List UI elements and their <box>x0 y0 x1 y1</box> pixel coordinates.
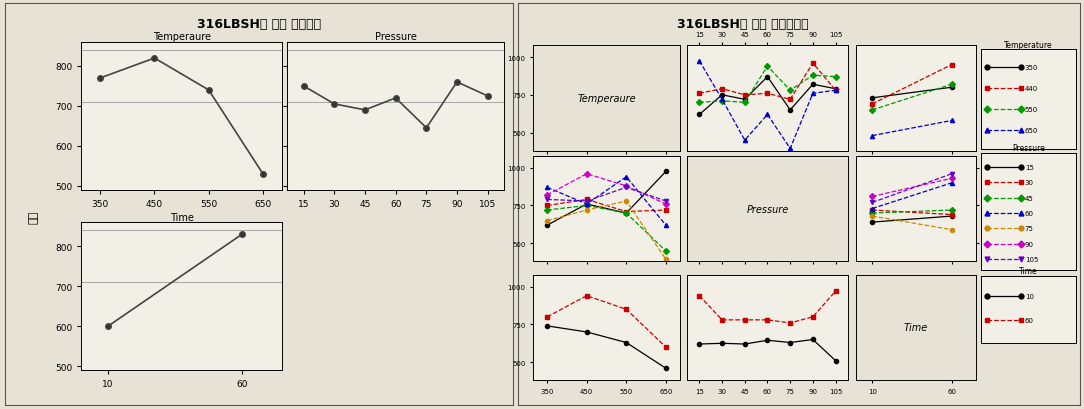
Text: 350: 350 <box>1024 65 1038 71</box>
Text: 30: 30 <box>1024 180 1034 186</box>
Text: 데이터 평균: 데이터 평균 <box>242 44 276 54</box>
Text: 45: 45 <box>1024 195 1034 201</box>
Text: 316LBSH에 대한 주효과도: 316LBSH에 대한 주효과도 <box>197 18 321 31</box>
Text: 440: 440 <box>1024 86 1038 92</box>
Title: Pressure: Pressure <box>1012 144 1045 153</box>
Text: 550: 550 <box>1024 107 1038 113</box>
Title: Pressure: Pressure <box>375 32 416 42</box>
Text: 10: 10 <box>1024 293 1034 299</box>
Text: 75: 75 <box>1024 226 1034 232</box>
Text: 316LBSH에 대한 교호작용도: 316LBSH에 대한 교호작용도 <box>676 18 809 31</box>
Text: 15: 15 <box>1024 164 1034 171</box>
Text: Time: Time <box>904 323 928 333</box>
Title: Temperaure: Temperaure <box>153 32 210 42</box>
Text: 650: 650 <box>1024 128 1038 133</box>
Title: Time: Time <box>169 212 194 222</box>
Text: Pressure: Pressure <box>747 204 788 214</box>
Title: Time: Time <box>1019 266 1038 275</box>
Text: 105: 105 <box>1024 257 1038 263</box>
Text: 60: 60 <box>1024 211 1034 216</box>
Title: Temperature: Temperature <box>1005 40 1053 49</box>
Text: Temperaure: Temperaure <box>577 94 636 103</box>
Text: 데이터 평균: 데이터 평균 <box>725 44 760 54</box>
Text: 평균: 평균 <box>28 210 38 223</box>
Text: 60: 60 <box>1024 318 1034 324</box>
Text: 90: 90 <box>1024 241 1034 247</box>
